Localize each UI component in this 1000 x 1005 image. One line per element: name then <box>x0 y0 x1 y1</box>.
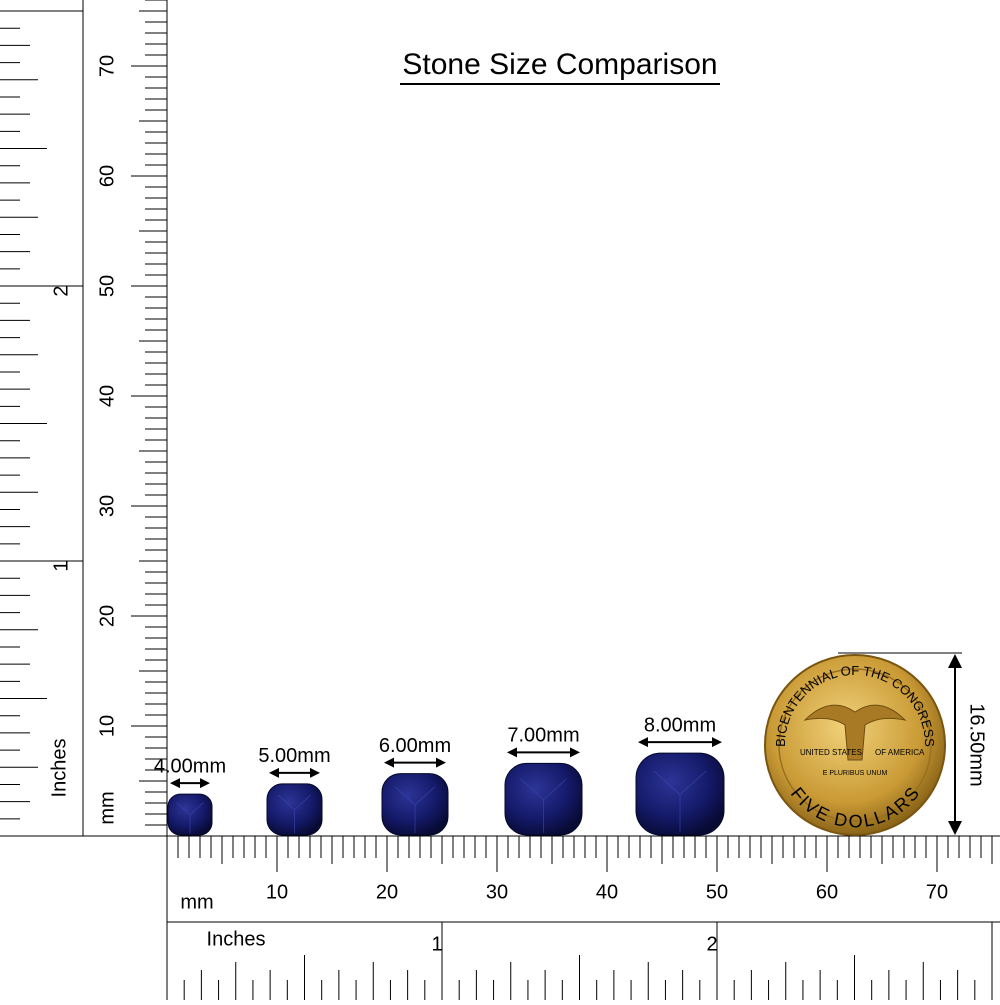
inch-unit-label: Inches <box>48 739 70 798</box>
mm-tick-label: 70 <box>926 881 948 903</box>
mm-tick-label: 70 <box>96 55 118 77</box>
inch-tick-label: 1 <box>431 933 442 955</box>
stone-facet <box>394 786 436 834</box>
mm-unit-label: mm <box>96 791 118 824</box>
stone-facet <box>277 794 312 834</box>
stone-size-label: 8.00mm <box>644 714 716 736</box>
coin-motto: E PLURIBUS UNUM <box>823 770 888 777</box>
coin-right-text: OF AMERICA <box>875 748 925 757</box>
stone-facet <box>176 802 204 834</box>
inch-unit-label: Inches <box>207 928 266 950</box>
coin: BICENTENNIAL OF THE CONGRESS FIVE DOLLAR… <box>764 652 988 836</box>
mm-tick-label: 30 <box>96 495 118 517</box>
arrow-head <box>170 778 210 789</box>
mm-tick-label: 50 <box>96 275 118 297</box>
arrow-head <box>638 737 722 748</box>
mm-tick-label: 50 <box>706 881 728 903</box>
stone-size-label: 7.00mm <box>507 725 579 747</box>
stone-facet <box>653 770 707 833</box>
mm-tick-label: 20 <box>376 881 398 903</box>
mm-tick-label: 20 <box>96 605 118 627</box>
coin-left-text: UNITED STATES <box>800 748 862 757</box>
mm-unit-label: mm <box>180 891 213 913</box>
stone-facet <box>520 778 567 833</box>
mm-tick-label: 60 <box>96 165 118 187</box>
mm-tick-label: 10 <box>96 715 118 737</box>
stone-size-label: 5.00mm <box>258 745 330 767</box>
mm-tick-label: 30 <box>486 881 508 903</box>
stone-size-label: 4.00mm <box>154 755 226 777</box>
coin-size-label: 16.50mm <box>966 703 988 786</box>
mm-tick-label: 40 <box>596 881 618 903</box>
mm-tick-label: 60 <box>816 881 838 903</box>
mm-tick-label: 10 <box>266 881 288 903</box>
title: Stone Size Comparison <box>402 48 717 81</box>
mm-tick-label: 40 <box>96 385 118 407</box>
inch-tick-label: 1 <box>50 560 72 571</box>
stone-size-label: 6.00mm <box>379 735 451 757</box>
inch-tick-label: 2 <box>50 285 72 296</box>
inch-tick-label: 2 <box>706 933 717 955</box>
